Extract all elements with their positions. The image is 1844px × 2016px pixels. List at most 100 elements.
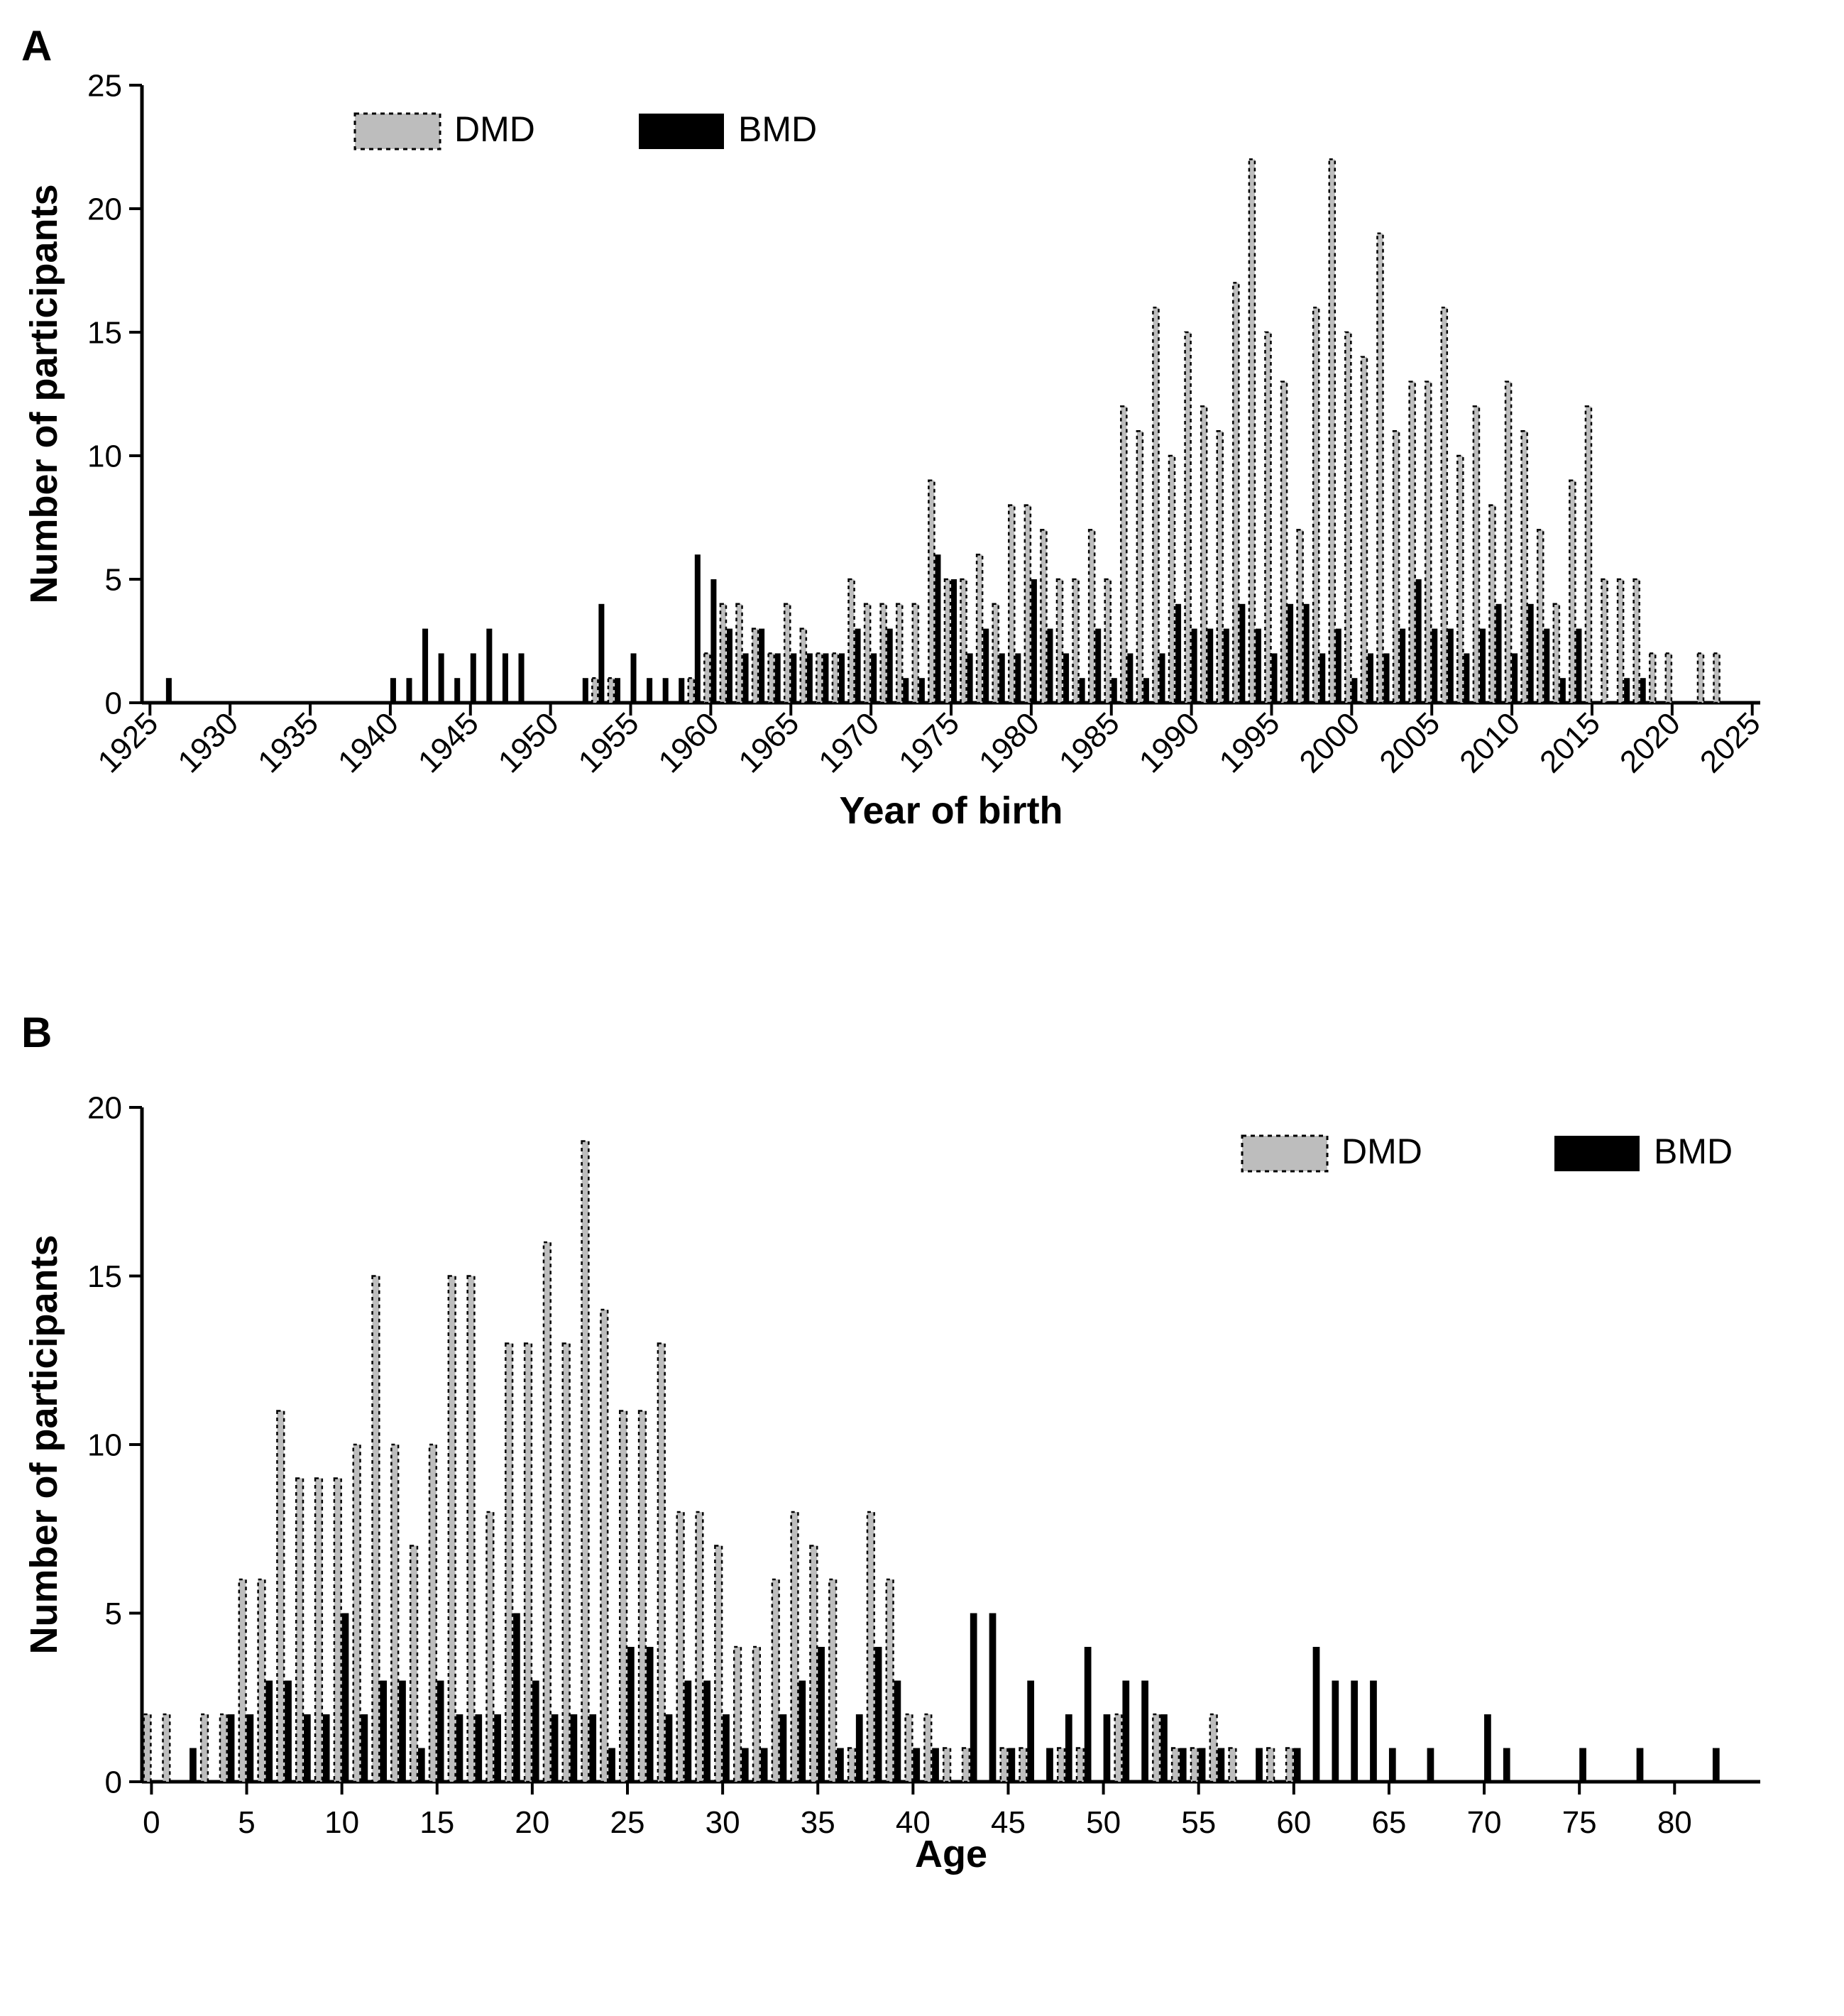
dmd-bar: [961, 579, 967, 703]
bmd-bar: [647, 1647, 654, 1782]
bmd-bar: [1175, 604, 1181, 703]
dmd-bar: [688, 678, 694, 703]
x-tick-label: 1935: [251, 706, 325, 779]
x-tick-label: 1960: [652, 706, 726, 779]
legend-swatch: [1242, 1136, 1327, 1171]
dmd-bar: [1442, 307, 1447, 703]
bmd-bar: [1063, 653, 1069, 703]
dmd-bar: [258, 1579, 265, 1782]
bmd-bar: [1484, 1714, 1491, 1782]
bmd-bar: [1496, 604, 1502, 703]
dmd-bar: [1602, 579, 1608, 703]
dmd-bar: [315, 1479, 322, 1782]
bmd-bar: [471, 653, 476, 703]
dmd-bar: [928, 481, 934, 703]
dmd-bar: [1229, 1748, 1236, 1782]
dmd-bar: [201, 1714, 208, 1782]
dmd-bar: [639, 1411, 646, 1782]
panel-b-label: B: [21, 1008, 52, 1057]
bmd-bar: [1065, 1714, 1072, 1782]
dmd-bar: [373, 1276, 380, 1782]
dmd-bar: [1172, 1748, 1179, 1782]
dmd-bar: [1666, 653, 1672, 703]
x-tick-label: 1985: [1053, 706, 1126, 779]
bmd-bar: [475, 1714, 482, 1782]
dmd-bar: [896, 604, 902, 703]
bmd-bar: [759, 629, 764, 703]
dmd-bar: [391, 1445, 398, 1782]
dmd-bar: [1489, 505, 1495, 703]
bmd-bar: [1319, 653, 1325, 703]
bmd-bar: [513, 1614, 520, 1782]
dmd-bar: [144, 1714, 151, 1782]
dmd-bar: [849, 579, 855, 703]
dmd-bar: [429, 1445, 437, 1782]
bmd-bar: [663, 678, 669, 703]
dmd-bar: [962, 1748, 970, 1782]
dmd-bar: [720, 604, 726, 703]
x-tick-label: 10: [324, 1805, 359, 1840]
bmd-bar: [666, 1714, 673, 1782]
x-tick-label: 0: [143, 1805, 160, 1840]
bmd-bar: [894, 1681, 901, 1782]
bmd-bar: [1085, 1647, 1092, 1782]
dmd-bar: [1286, 1748, 1293, 1782]
x-tick-label: 75: [1562, 1805, 1597, 1840]
x-tick-label: 1925: [91, 706, 165, 779]
bmd-bar: [679, 678, 684, 703]
x-axis-title: Year of birth: [839, 789, 1063, 832]
legend-label: DMD: [1341, 1132, 1422, 1171]
x-tick-label: 1990: [1133, 706, 1207, 779]
dmd-bar: [784, 604, 790, 703]
bmd-bar: [1294, 1748, 1301, 1782]
bmd-bar: [695, 554, 701, 703]
x-tick-label: 1980: [972, 706, 1046, 779]
dmd-bar: [1115, 1714, 1122, 1782]
bmd-bar: [1416, 579, 1422, 703]
dmd-bar: [715, 1546, 722, 1782]
dmd-bar: [1233, 283, 1239, 703]
y-tick-label: 5: [105, 562, 122, 597]
dmd-bar: [753, 1647, 760, 1782]
bmd-bar: [1313, 1647, 1320, 1782]
x-tick-label: 2020: [1613, 706, 1687, 779]
y-tick-label: 10: [87, 439, 122, 473]
dmd-bar: [592, 678, 598, 703]
dmd-bar: [1297, 530, 1303, 703]
dmd-bar: [1313, 307, 1319, 703]
bmd-bar: [1713, 1748, 1720, 1782]
x-tick-label: 25: [610, 1805, 645, 1840]
dmd-bar: [658, 1344, 665, 1782]
bmd-bar: [1127, 653, 1133, 703]
bmd-bar: [780, 1714, 787, 1782]
x-tick-label: 60: [1276, 1805, 1311, 1840]
bmd-bar: [437, 1681, 444, 1782]
bmd-bar: [1637, 1748, 1644, 1782]
bmd-bar: [761, 1748, 768, 1782]
dmd-bar: [296, 1479, 303, 1782]
bmd-bar: [1368, 653, 1373, 703]
dmd-bar: [1393, 431, 1399, 703]
x-tick-label: 2010: [1453, 706, 1527, 779]
page: { "panelA": { "label": "A", "label_fonts…: [0, 0, 1844, 2016]
bmd-bar: [361, 1714, 368, 1782]
bmd-bar: [1448, 629, 1454, 703]
bmd-bar: [1384, 653, 1390, 703]
dmd-bar: [1217, 431, 1223, 703]
dmd-bar: [544, 1242, 551, 1782]
bmd-bar: [1503, 1748, 1510, 1782]
bmd-bar: [1288, 604, 1293, 703]
bmd-bar: [1046, 1748, 1053, 1782]
dmd-bar: [449, 1276, 456, 1782]
bmd-bar: [999, 653, 1005, 703]
bmd-bar: [1480, 629, 1486, 703]
bmd-bar: [503, 653, 508, 703]
panel-a-label: A: [21, 21, 52, 70]
dmd-bar: [1153, 307, 1158, 703]
dmd-bar: [1041, 530, 1046, 703]
bmd-bar: [1271, 653, 1277, 703]
bmd-bar: [935, 554, 940, 703]
dmd-bar: [1210, 1714, 1217, 1782]
bmd-bar: [1008, 1748, 1015, 1782]
bmd-bar: [1332, 1681, 1339, 1782]
